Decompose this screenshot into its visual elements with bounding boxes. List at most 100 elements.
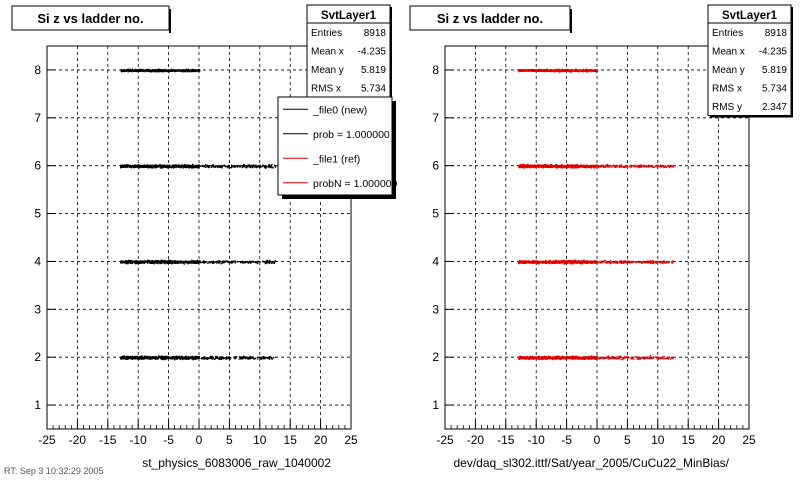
data-point — [645, 357, 647, 359]
data-point — [532, 356, 534, 358]
data-point — [567, 357, 569, 360]
data-point — [196, 262, 198, 264]
data-point — [536, 262, 538, 265]
data-point — [565, 358, 567, 361]
data-point — [578, 358, 580, 360]
data-point — [121, 356, 123, 358]
data-point — [173, 357, 175, 359]
data-point — [198, 69, 201, 71]
y-tick-label: 4 — [432, 254, 439, 268]
data-point — [153, 69, 155, 72]
data-point — [126, 358, 128, 360]
data-point — [640, 260, 642, 263]
data-point — [123, 70, 125, 72]
data-point — [156, 358, 158, 360]
data-point — [196, 165, 198, 167]
data-point — [640, 261, 643, 264]
data-point — [609, 357, 611, 359]
data-point — [138, 262, 141, 264]
data-point — [187, 262, 189, 264]
data-point — [632, 261, 634, 264]
data-point — [127, 357, 129, 360]
data-point — [188, 261, 190, 264]
data-point — [161, 262, 163, 264]
data-point — [215, 355, 217, 358]
data-point — [627, 261, 629, 263]
data-point — [256, 260, 259, 263]
data-point — [643, 260, 645, 263]
data-point — [521, 357, 523, 359]
data-point — [154, 357, 156, 359]
data-point — [536, 357, 538, 359]
data-point — [518, 262, 520, 265]
data-point — [166, 69, 168, 71]
data-point — [192, 262, 194, 264]
data-point — [156, 166, 158, 168]
data-point — [620, 261, 623, 263]
y-tick-label: 2 — [34, 350, 41, 364]
data-point — [228, 357, 230, 359]
data-point — [169, 356, 171, 358]
data-point — [185, 69, 187, 72]
data-point — [128, 357, 130, 359]
x-tick-label: 0 — [196, 433, 203, 447]
data-point — [195, 166, 198, 168]
data-point — [156, 261, 158, 263]
data-point — [527, 356, 529, 358]
data-point — [131, 70, 133, 73]
data-point — [595, 356, 597, 358]
data-point — [592, 358, 594, 360]
data-point — [125, 357, 127, 360]
data-point — [198, 355, 201, 358]
data-point — [566, 358, 569, 360]
data-point — [266, 260, 269, 263]
data-point — [184, 164, 186, 166]
data-point — [126, 261, 128, 264]
data-point — [164, 357, 166, 359]
data-point — [214, 166, 217, 168]
data-point — [136, 70, 138, 72]
data-point — [189, 357, 191, 359]
data-point — [133, 261, 136, 263]
data-point — [162, 357, 164, 360]
data-point — [258, 165, 260, 167]
data-point — [184, 260, 187, 262]
data-point — [268, 260, 270, 263]
data-point — [153, 263, 155, 265]
data-point — [217, 357, 220, 360]
data-point — [151, 356, 153, 358]
data-point — [248, 357, 250, 359]
data-point — [263, 358, 265, 360]
data-point — [136, 262, 138, 265]
data-point — [274, 356, 277, 358]
data-point — [265, 165, 267, 167]
data-point — [203, 166, 206, 168]
data-point — [221, 165, 223, 167]
data-point — [134, 260, 136, 263]
data-point — [197, 164, 200, 166]
data-point — [646, 356, 648, 359]
data-point — [274, 260, 277, 263]
data-point — [165, 70, 167, 73]
data-point — [649, 260, 652, 262]
data-point — [619, 356, 621, 359]
data-point — [626, 356, 628, 358]
data-point — [184, 261, 186, 263]
data-point — [129, 260, 132, 262]
data-point — [228, 167, 231, 170]
data-point — [148, 166, 151, 168]
data-point — [194, 355, 196, 358]
data-point — [596, 356, 598, 358]
data-point — [124, 356, 126, 358]
data-point — [184, 164, 186, 167]
data-point — [169, 166, 171, 168]
data-point — [190, 69, 193, 71]
data-point — [182, 167, 184, 169]
data-point — [268, 357, 270, 359]
data-point — [187, 69, 189, 71]
data-point — [533, 356, 536, 359]
data-point — [195, 358, 198, 360]
x-tick-label: -20 — [467, 433, 485, 447]
data-point — [649, 260, 651, 263]
data-point — [240, 261, 242, 264]
